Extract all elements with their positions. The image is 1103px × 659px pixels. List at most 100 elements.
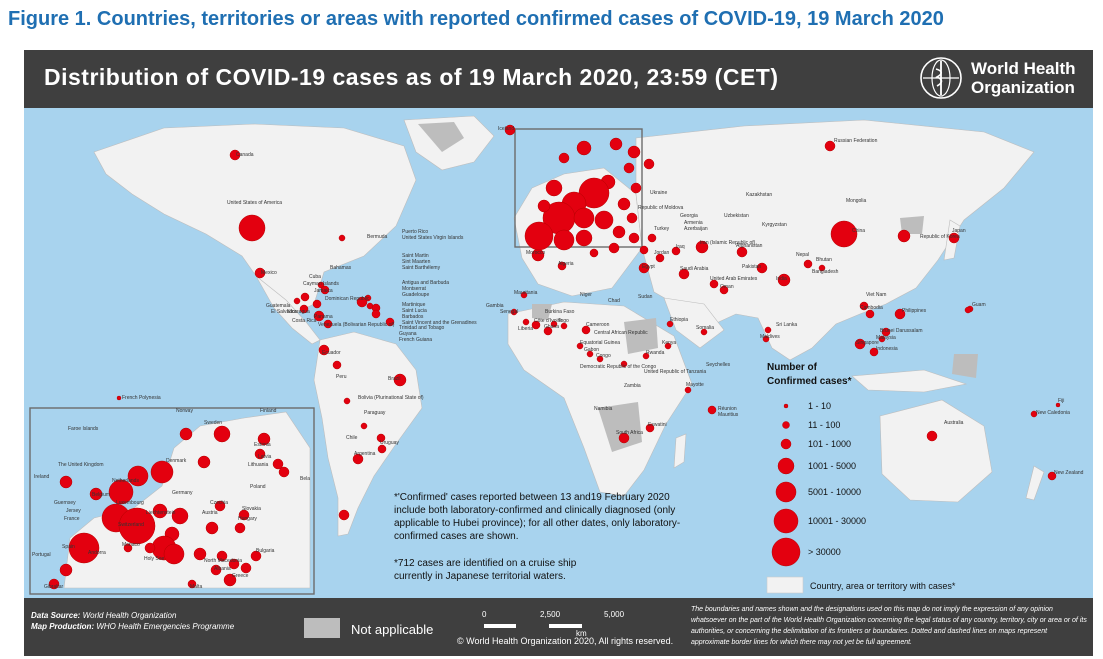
label-morocco: Morocco — [526, 250, 545, 256]
inset-label-slovakia: Slovakia — [242, 506, 261, 512]
label-jamaica: Jamaica — [314, 288, 333, 294]
label-rwanda: Rwanda — [646, 350, 665, 356]
label-iraq: Iraq — [676, 244, 685, 250]
case-bubble — [360, 422, 368, 430]
label-dominican: Dominican Republic — [325, 296, 370, 302]
label-venezuela: Venezuela (Bolivarian Republic of) — [318, 322, 395, 328]
legend-title-line1: Number of — [767, 362, 818, 373]
case-bubble — [596, 355, 604, 363]
case-bubble — [257, 432, 271, 446]
case-bubble — [664, 342, 672, 350]
label-uzbekistan: Uzbekistan — [724, 213, 749, 219]
label-iceland: Iceland — [498, 126, 514, 132]
inset-label-spain: Spain — [62, 544, 75, 550]
case-bubble — [881, 327, 891, 337]
label-montserrat: Montserrat — [402, 286, 427, 292]
case-bubble — [312, 299, 322, 309]
label-panama: Panama — [314, 314, 333, 320]
legend-bubble-6 — [773, 508, 799, 534]
case-bubble — [522, 318, 530, 326]
legend-bin-5: 5001 - 10000 — [808, 487, 861, 497]
label-new-caledonia: New Caledonia — [1036, 410, 1070, 416]
inset-label-liechtenstein: Liechtenstein — [146, 510, 176, 516]
label-mongolia: Mongolia — [846, 198, 867, 204]
case-bubble — [214, 500, 226, 512]
case-bubble — [666, 320, 674, 328]
label-egypt: Egypt — [642, 264, 655, 270]
label-jordan: Jordan — [654, 250, 670, 256]
case-bubble — [865, 309, 875, 319]
case-bubble — [293, 297, 301, 305]
note-cruise-line2: currently in Japanese territorial waters… — [394, 571, 566, 582]
case-bubble — [216, 550, 228, 562]
inset-label-estonia: Estonia — [254, 442, 271, 448]
label-saint-barth: Saint Barthélemy — [402, 265, 441, 271]
label-antigua: Antigua and Barbuda — [402, 280, 449, 286]
label-uae: United Arab Emirates — [710, 276, 758, 282]
case-bubble — [700, 328, 708, 336]
label-ukraine: Ukraine — [650, 190, 667, 196]
label-new-zealand: New Zealand — [1054, 470, 1084, 476]
label-fiji: Fiji — [1058, 398, 1064, 404]
data-source-value: World Health Organization — [82, 611, 177, 620]
legend-country-swatch — [766, 576, 804, 594]
data-source-line: Data Source: World Health Organization — [31, 610, 234, 621]
label-togo: Togo — [558, 318, 569, 324]
label-pakistan: Pakistan — [742, 264, 761, 270]
inset-label-france: France — [64, 516, 80, 522]
case-bubble — [352, 453, 364, 465]
case-bubble — [1030, 410, 1038, 418]
inset-label-faroe: Faroe Islands — [68, 426, 99, 432]
indonesia-landmass — [851, 369, 968, 393]
label-saint-lucia: Saint Lucia — [402, 308, 427, 314]
disclaimer: The boundaries and names shown and the d… — [691, 606, 1087, 646]
case-bubble — [238, 214, 266, 242]
legend-bubble-7 — [771, 537, 801, 567]
case-bubble — [545, 179, 563, 197]
figure-caption: Figure 1. Countries, territories or area… — [8, 8, 944, 30]
label-singapore: Singapore — [856, 340, 879, 346]
na-area-sudan-region — [624, 318, 658, 354]
inset-label-austria: Austria — [202, 510, 218, 516]
case-bubble — [524, 221, 554, 251]
inset-label-greece: Greece — [232, 573, 249, 579]
label-cuba: Cuba — [309, 274, 321, 280]
label-cambodia: Cambodia — [860, 305, 883, 311]
case-bubble — [108, 479, 134, 505]
case-bubble — [338, 509, 350, 521]
label-moldova: Republic of Moldova — [638, 205, 684, 211]
case-bubble — [338, 234, 346, 242]
case-bubble — [854, 338, 866, 350]
inset-label-germany: Germany — [172, 490, 193, 496]
case-bubble — [948, 232, 960, 244]
map-title: Distribution of COVID-19 cases as of 19 … — [44, 64, 779, 90]
label-brazil: Brazil — [388, 376, 401, 382]
case-bubble — [254, 267, 266, 279]
map-frame: Distribution of COVID-19 cases as of 19 … — [24, 50, 1093, 656]
legend-bubble-1 — [783, 403, 789, 409]
note-confirmed-line4: confirmed cases are shown. — [394, 531, 519, 542]
case-bubble — [628, 232, 640, 244]
label-chile: Chile — [346, 435, 358, 441]
case-bubble — [878, 335, 886, 343]
case-bubble — [581, 325, 591, 335]
who-name-line2: Organization — [971, 78, 1075, 97]
case-bubble — [612, 225, 626, 239]
case-bubble — [531, 320, 541, 330]
label-french-guiana: French Guiana — [399, 337, 432, 343]
label-turkey: Turkey — [654, 226, 670, 232]
case-bubble — [163, 543, 185, 565]
map-header: Distribution of COVID-19 cases as of 19 … — [24, 50, 1093, 108]
label-french-polynesia: French Polynesia — [122, 395, 161, 401]
case-bubble — [550, 320, 558, 328]
inset-label-sweden: Sweden — [204, 420, 222, 426]
label-namibia: Namibia — [594, 406, 613, 412]
label-ghana: Ghana — [544, 324, 559, 330]
inset-label-denmark: Denmark — [166, 458, 187, 464]
case-bubble — [638, 262, 650, 274]
label-eswatini: Eswatini — [648, 422, 667, 428]
label-kyrgyzstan: Kyrgyzstan — [762, 222, 787, 228]
case-bubble — [393, 373, 407, 387]
label-usvi: United States Virgin Islands — [402, 235, 464, 241]
case-bubble — [510, 308, 518, 316]
